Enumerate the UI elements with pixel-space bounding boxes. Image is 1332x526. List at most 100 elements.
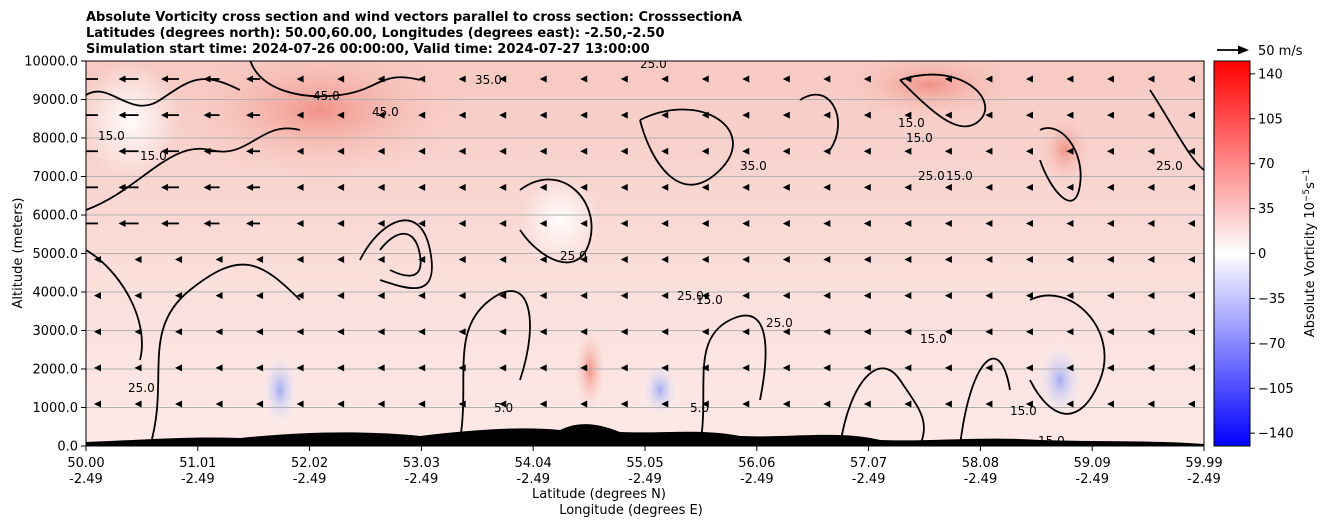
wind-arrow [782,111,790,119]
wind-arrow [418,292,426,300]
wind-arrow [863,256,871,264]
colorbar-tick-label: 0 [1258,247,1266,262]
wind-arrow [1188,364,1195,372]
contour-label: 15.0 [696,293,723,307]
wind-arrow [904,328,912,336]
wind-arrow [1025,400,1033,408]
wind-arrow [161,147,180,155]
wind-arrow [701,147,709,155]
contour-label: 25.0 [640,57,667,71]
wind-arrow [580,292,588,300]
wind-arrow [203,75,220,83]
wind-arrow [1147,364,1155,372]
wind-arrow [1106,256,1114,264]
wind-arrow [580,400,588,408]
wind-arrow [1066,219,1074,227]
wind-arrow [1025,183,1033,191]
wind-arrow [661,256,669,264]
contour-label: 15.0 [906,131,933,145]
wind-arrow [1188,292,1195,300]
wind-arrow [1025,147,1033,155]
wind-arrow [377,292,385,300]
wind-arrow [418,400,426,408]
wind-arrow [499,364,507,372]
wind-arrow [620,147,628,155]
wind-arrow [1188,328,1195,336]
wind-arrow [377,400,385,408]
wind-arrow [418,147,426,155]
wind-arrow [296,400,304,408]
wind-arrow [458,219,466,227]
colorbar-tick-label: −35 [1258,292,1285,307]
wind-arrow [175,328,183,336]
contour-label: 25.0 [1156,159,1183,173]
wind-arrow [1106,292,1114,300]
wind-arrow [118,147,139,155]
wind-arrow [782,183,790,191]
wind-arrow [823,219,831,227]
x-tick-label-lon: -2.49 [405,472,439,487]
wind-arrow [246,147,261,155]
wind-arrow [203,219,220,227]
wind-arrow [904,183,912,191]
wind-arrow [256,256,264,264]
wind-arrow [742,400,750,408]
contour-label: 35.0 [475,73,502,87]
wind-arrow [458,183,466,191]
wind-arrow [782,328,790,336]
wind-arrow [1025,219,1033,227]
wind-arrow [499,75,507,83]
wind-arrow [863,364,871,372]
colorbar-tick-label: −105 [1258,382,1294,397]
wind-arrow [1106,75,1114,83]
wind-arrow [661,292,669,300]
contour-label: 35.0 [740,159,767,173]
wind-arrow [742,75,750,83]
wind-arrow [782,256,790,264]
wind-arrow [118,111,139,119]
wind-arrow [580,183,588,191]
wind-arrow [863,219,871,227]
wind-arrow [1147,292,1155,300]
contour-label: 15.0 [920,332,947,346]
x-tick-label-lon: -2.49 [852,472,886,487]
wind-arrow [823,400,831,408]
wind-arrow [539,256,547,264]
contour-label: 45.0 [313,89,340,103]
y-tick-label: 10000.0 [24,55,78,70]
wind-arrow [134,256,142,264]
wind-arrow [1106,147,1114,155]
colorbar-tick-label: 140 [1258,67,1283,82]
wind-arrow [782,400,790,408]
wind-arrow [337,292,345,300]
wind-arrow [1147,75,1155,83]
colorbar: 140 105 70 35 0 −35 −70 −105 −140 Absolute Vorti… [1213,60,1318,447]
wind-arrow [337,219,345,227]
wind-arrow [782,147,790,155]
y-tick-label: 1000.0 [33,401,79,416]
wind-arrow [1106,364,1114,372]
wind-arrow [1106,400,1114,408]
wind-arrow [1106,328,1114,336]
wind-arrow [539,219,547,227]
colorbar-label-exp2: −1 [1302,169,1312,182]
wind-arrow [1066,75,1074,83]
wind-arrow [661,328,669,336]
colorbar-tick-label: 105 [1258,112,1283,127]
wind-arrow [377,111,385,119]
wind-arrow [161,183,180,191]
chart-title-line-1: Absolute Vorticity cross section and win… [86,10,742,25]
colorbar-ticks: 140 105 70 35 0 −35 −70 −105 −140 [1250,67,1294,442]
wind-arrow [985,219,993,227]
wind-arrow [1066,256,1074,264]
wind-arrow [539,147,547,155]
y-tick-label: 9000.0 [33,93,79,108]
contour-label: 15.0 [98,129,125,143]
wind-arrow [985,328,993,336]
wind-arrow [944,400,952,408]
colorbar-label: Absolute Vorticity 10−5s−1 [1302,169,1318,337]
wind-arrow [661,219,669,227]
wind-arrow [782,292,790,300]
wind-arrow [539,75,547,83]
wind-arrow [620,400,628,408]
